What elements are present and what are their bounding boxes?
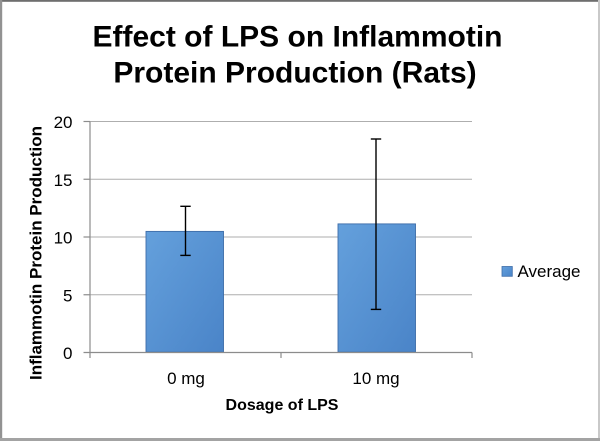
svg-text:Protein Production (Rats): Protein Production (Rats): [113, 57, 476, 90]
svg-text:10: 10: [54, 229, 73, 248]
svg-text:Average: Average: [518, 262, 581, 281]
svg-text:0: 0: [63, 344, 72, 363]
svg-text:Inflammotin Protein Production: Inflammotin Protein Production: [27, 126, 46, 380]
svg-text:5: 5: [63, 286, 72, 305]
svg-text:Effect of LPS on Inflammotin: Effect of LPS on Inflammotin: [93, 21, 503, 54]
svg-text:0 mg: 0 mg: [167, 369, 205, 388]
svg-text:10 mg: 10 mg: [352, 369, 399, 388]
svg-text:15: 15: [54, 171, 73, 190]
svg-text:Dosage of LPS: Dosage of LPS: [226, 397, 339, 414]
svg-text:20: 20: [54, 113, 73, 132]
